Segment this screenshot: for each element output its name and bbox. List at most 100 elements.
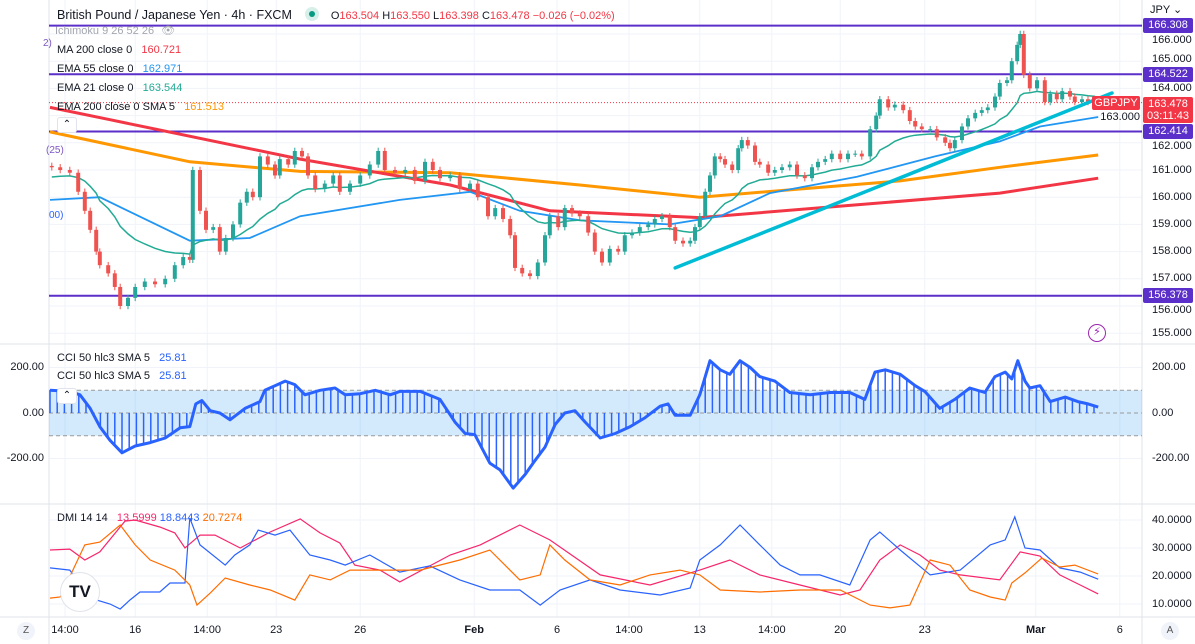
auto-scale-button[interactable]: A <box>1161 622 1179 640</box>
candle-body <box>877 99 882 116</box>
hidden-eye-icon[interactable]: 👁︎ <box>161 25 176 37</box>
candle <box>133 283 138 302</box>
candle-body <box>886 99 891 108</box>
tradingview-logo[interactable]: TV <box>60 572 100 612</box>
candle-body <box>181 257 186 266</box>
candle-body <box>393 170 397 173</box>
candle-body <box>286 159 291 165</box>
candle-body <box>204 210 208 230</box>
legend-ema55[interactable]: EMA 55 close 0 162.971 <box>57 63 183 75</box>
candle <box>913 117 918 130</box>
candle-body <box>76 172 81 192</box>
lightning-icon[interactable]: ⚡︎ <box>1088 324 1106 342</box>
market-status-dot <box>305 7 320 21</box>
collapse-legend-button[interactable]: ⌃ <box>57 117 77 133</box>
collapse-cci-button[interactable]: ⌃ <box>57 388 77 404</box>
candle <box>934 125 939 141</box>
legend-cci-1[interactable]: CCI 50 hlc3 SMA 5 25.81 <box>57 352 187 364</box>
candle <box>190 166 195 264</box>
candle <box>1018 30 1023 49</box>
candle-body <box>874 115 879 130</box>
candle <box>382 147 387 174</box>
candle <box>607 245 612 266</box>
ema21-line <box>51 90 1096 255</box>
candle <box>943 134 948 147</box>
legend-ichimoku[interactable]: Ichimoku 9 26 52 26 👁︎ <box>55 25 176 37</box>
candle-body <box>58 167 63 170</box>
candle <box>874 112 879 133</box>
candle <box>901 101 906 114</box>
candle <box>859 150 864 160</box>
cci-line <box>49 359 1099 490</box>
candle <box>802 172 807 182</box>
candle <box>423 158 427 185</box>
candle <box>438 166 442 182</box>
candle <box>367 161 372 179</box>
legend-ema21[interactable]: EMA 21 close 0 163.544 <box>57 82 183 94</box>
candle-body <box>376 150 381 165</box>
candle <box>211 223 216 234</box>
candle-body <box>592 232 597 252</box>
currency-selector[interactable]: JPY ⌄ <box>1150 4 1183 16</box>
time-axis-label: Mar <box>1026 624 1046 636</box>
left-scale-fragment: (25) <box>46 145 64 156</box>
dmi-tick-label: 10.0000 <box>1152 597 1192 610</box>
price-tick-label: 157.000 <box>1152 272 1192 285</box>
ma200-line <box>49 105 1099 220</box>
candle-body <box>901 104 906 111</box>
candle <box>277 155 282 179</box>
candle-body <box>520 267 525 274</box>
candle <box>49 162 54 171</box>
candle-body <box>217 227 222 252</box>
candle-body <box>693 227 697 241</box>
candle <box>652 215 657 228</box>
candle-body <box>1005 80 1009 83</box>
candle <box>697 212 702 231</box>
candle <box>142 278 147 291</box>
legend-cci-2[interactable]: CCI 50 hlc3 SMA 5 25.81 <box>57 370 187 382</box>
cci-left-tick-label: 0.00 <box>22 406 44 419</box>
current-price-value: 163.478 <box>1148 97 1188 110</box>
candle <box>952 136 957 152</box>
candle-body <box>1048 93 1053 102</box>
candle <box>412 166 417 185</box>
timezone-button[interactable]: Z <box>17 622 35 640</box>
candle <box>973 109 978 122</box>
symbol-title[interactable]: British Pound / Japanese Yen · 4h · FXCM <box>57 8 292 22</box>
candle-body <box>231 224 235 238</box>
candle-body <box>562 208 567 228</box>
candle-body <box>660 216 664 219</box>
candle-body <box>586 216 591 233</box>
candle-body <box>757 161 762 165</box>
candle <box>586 212 591 236</box>
cci-left-tick-label: 200.00 <box>10 361 44 373</box>
symbol-price-label: GBPJPY <box>1092 95 1140 110</box>
time-axis-label: 13 <box>693 624 706 636</box>
candle-body <box>1086 99 1090 102</box>
candle-body <box>1035 80 1039 89</box>
candle <box>846 150 850 163</box>
candle-body <box>913 121 918 127</box>
candle-body <box>49 165 54 168</box>
legend-ema200[interactable]: EMA 200 close 0 SMA 5 161.513 <box>57 101 224 113</box>
candle <box>577 210 582 220</box>
candle <box>106 261 111 277</box>
candle <box>693 223 697 244</box>
candle-body <box>1054 93 1059 100</box>
candle <box>829 150 834 163</box>
candle-body <box>607 248 612 263</box>
candle-body <box>448 175 453 179</box>
legend-ma200[interactable]: MA 200 close 0 160.721 <box>57 44 182 56</box>
candle-body <box>630 232 634 236</box>
candle <box>681 237 685 247</box>
candle <box>928 125 933 133</box>
candle <box>493 204 498 220</box>
candle-body <box>250 191 255 198</box>
dmi-tick-label: 40.0000 <box>1152 513 1192 526</box>
candle <box>630 229 634 239</box>
candle <box>739 136 744 152</box>
legend-dmi[interactable]: DMI 14 14 13.5999 18.8443 20.7274 <box>57 512 243 524</box>
candle-body <box>501 208 505 219</box>
candle-body <box>570 208 574 214</box>
